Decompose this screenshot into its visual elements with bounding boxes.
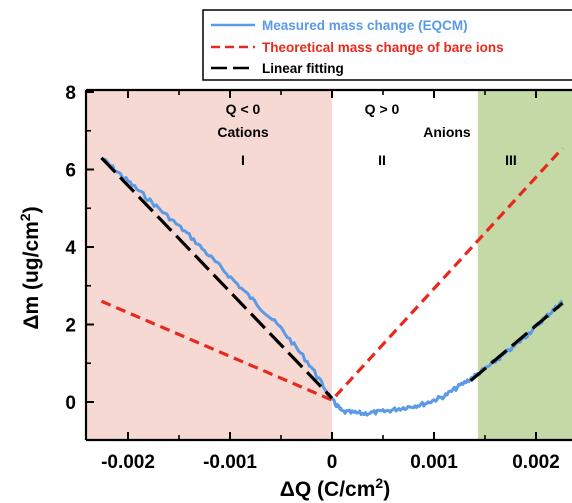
region-I-sign: Q < 0 [226, 101, 261, 117]
legend-label-theoretical: Theoretical mass change of bare ions [262, 40, 504, 55]
series-linear-fit-segment-2 [469, 301, 564, 382]
y-axis-title: Δm (ug/cm2) [17, 206, 43, 329]
axes: 0 2 4 6 8 -0.002 -0.001 0 0.001 0.002 [65, 83, 572, 473]
region-III-numeral: III [505, 152, 517, 168]
region-I-numeral: I [241, 152, 245, 168]
series-theoretical-line [100, 147, 564, 402]
x-tick-label-0: -0.002 [101, 452, 155, 473]
region-II-numeral: II [378, 152, 386, 168]
legend-box [202, 9, 572, 81]
region-I-shade [86, 90, 332, 440]
x-tick-label-3: 0.001 [410, 452, 458, 473]
y-tick-label-0: 0 [65, 393, 76, 414]
y-tick-label-8: 8 [65, 83, 76, 104]
legend-label-linear-fit: Linear fitting [262, 61, 344, 76]
region-III-shade [477, 90, 572, 440]
x-axis-title: ΔQ (C/cm2) [280, 475, 390, 501]
x-tick-label-4: 0.002 [512, 452, 560, 473]
legend-label-measured: Measured mass change (EQCM) [262, 18, 468, 33]
y-tick-label-6: 6 [65, 161, 76, 182]
series-measured-line [100, 156, 563, 417]
y-tick-label-2: 2 [65, 316, 76, 337]
region-II-sign: Q > 0 [365, 101, 400, 117]
x-tick-label-2: 0 [327, 452, 338, 473]
region-II-ion-type: Anions [423, 124, 471, 140]
series-layer [100, 147, 564, 417]
x-tick-label-1: -0.001 [203, 452, 257, 473]
y-tick-label-4: 4 [65, 238, 76, 259]
region-I-ion-type: Cations [217, 124, 269, 140]
legend: Measured mass change (EQCM) Theoretical m… [202, 9, 572, 81]
series-linear-fit-segment-1 [100, 156, 334, 400]
shaded-regions [86, 90, 572, 440]
